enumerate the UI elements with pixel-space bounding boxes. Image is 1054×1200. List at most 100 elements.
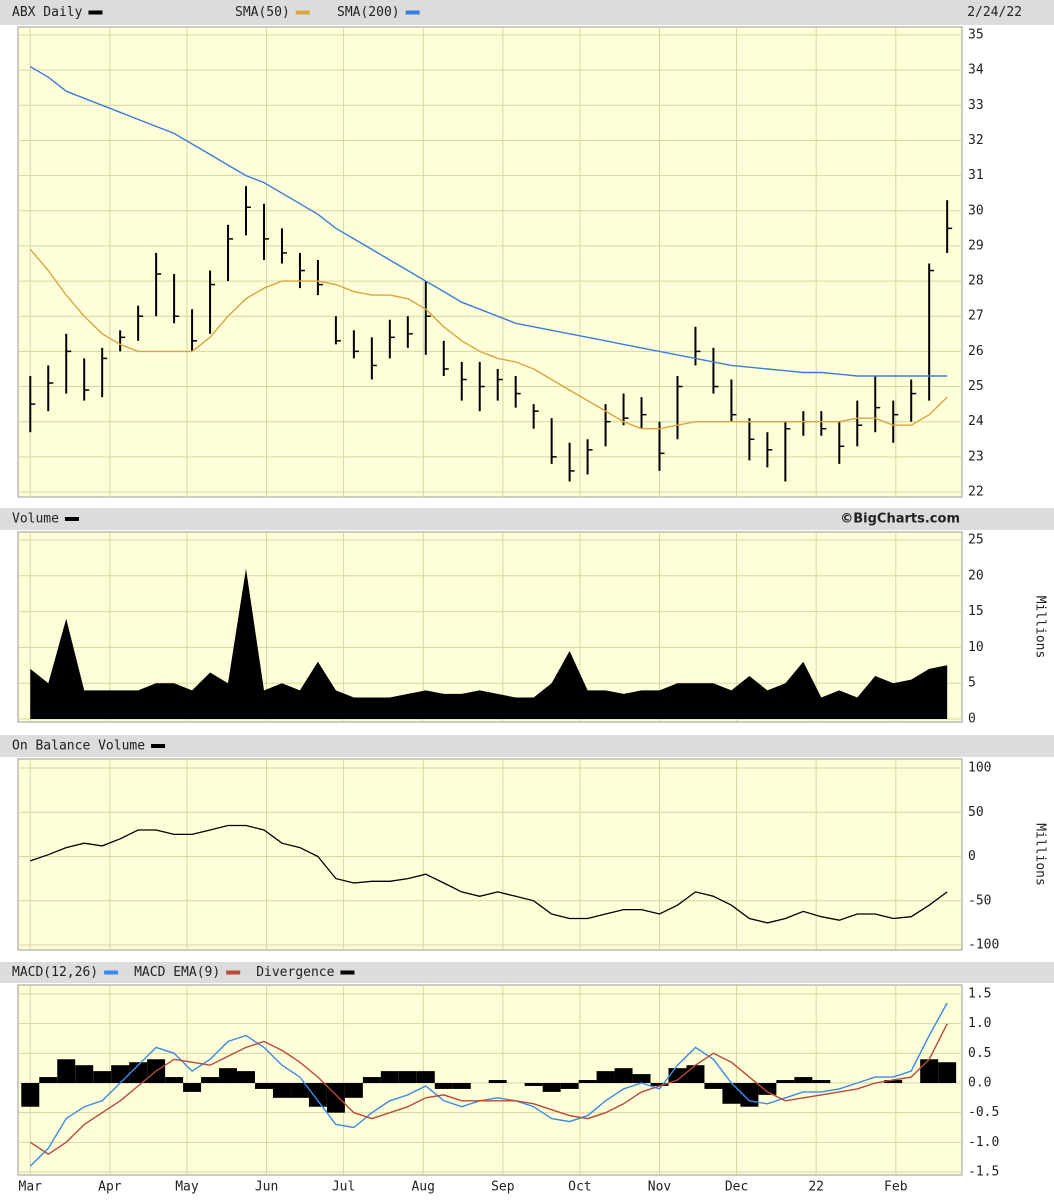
plot-area — [17, 758, 963, 951]
y-tick-label: 34 — [968, 63, 984, 78]
legend-label: On Balance Volume — [12, 739, 145, 754]
divergence-bar — [560, 1083, 579, 1089]
legend-swatch — [64, 517, 79, 521]
legend-label: MACD(12,26) — [12, 965, 98, 980]
y-tick-label: 0 — [968, 712, 976, 727]
divergence-bar — [920, 1059, 939, 1083]
divergence-bar — [255, 1083, 273, 1089]
x-tick-label: Dec — [725, 1180, 748, 1195]
divergence-bar — [794, 1077, 813, 1083]
divergence-bar — [272, 1083, 291, 1098]
x-tick-label: Aug — [411, 1180, 434, 1195]
y-tick-label: 33 — [968, 98, 984, 113]
y-tick-label: 32 — [968, 133, 984, 148]
x-tick-label: Feb — [884, 1180, 908, 1195]
divergence-bar — [758, 1083, 777, 1095]
divergence-bar — [434, 1083, 453, 1089]
divergence-bar — [290, 1083, 309, 1098]
legend-swatch — [88, 10, 103, 15]
divergence-bar — [237, 1071, 255, 1083]
divergence-bar — [39, 1077, 58, 1083]
y-tick-label: -50 — [968, 893, 991, 908]
y-tick-label: 100 — [968, 761, 991, 776]
divergence-bar — [704, 1083, 723, 1089]
divergence-bar — [578, 1080, 597, 1083]
divergence-bar — [650, 1083, 669, 1086]
divergence-bar — [362, 1077, 381, 1083]
y-tick-label: 0.5 — [968, 1046, 991, 1061]
legend-label: MACD EMA(9) — [134, 965, 220, 980]
divergence-bar — [488, 1080, 507, 1083]
panel-header — [0, 0, 1054, 25]
legend-swatch — [340, 970, 355, 975]
y-tick-label: 25 — [968, 379, 984, 394]
date-label: 2/24/22 — [967, 5, 1022, 20]
x-tick-label: Jun — [255, 1180, 278, 1195]
y-tick-label: 50 — [968, 805, 984, 820]
y-tick-label: 1.5 — [968, 987, 991, 1002]
y-tick-label: 10 — [968, 640, 984, 655]
divergence-bar — [308, 1083, 327, 1107]
x-tick-label: Oct — [568, 1180, 591, 1195]
y-tick-label: 31 — [968, 168, 984, 183]
y-tick-label: 0 — [968, 849, 976, 864]
divergence-bar — [596, 1071, 615, 1083]
x-tick-label: Nov — [648, 1180, 672, 1195]
x-tick-label: Jul — [332, 1180, 355, 1195]
x-tick-label: Mar — [19, 1180, 43, 1195]
divergence-bar — [686, 1065, 705, 1083]
divergence-bar — [524, 1083, 543, 1086]
y-tick-label: 22 — [968, 485, 984, 500]
x-tick-label: May — [175, 1180, 199, 1195]
divergence-bar — [884, 1080, 903, 1083]
y-tick-label: 26 — [968, 344, 984, 359]
divergence-bar — [219, 1068, 238, 1083]
divergence-bar — [344, 1083, 363, 1098]
divergence-bar — [129, 1062, 148, 1083]
legend-swatch — [151, 744, 166, 748]
divergence-bar — [452, 1083, 471, 1089]
panel-header — [0, 735, 1054, 757]
divergence-bar — [632, 1074, 651, 1083]
y-tick-label: 29 — [968, 238, 984, 253]
divergence-bar — [165, 1077, 184, 1083]
divergence-bar — [722, 1083, 741, 1104]
legend-label: SMA(200) — [337, 5, 400, 20]
y-tick-label: 30 — [968, 203, 984, 218]
y-tick-label: 35 — [968, 28, 984, 43]
divergence-bar — [776, 1080, 795, 1083]
obv-line — [30, 824, 948, 924]
y-tick-label: -100 — [968, 938, 999, 953]
divergence-bar — [326, 1083, 345, 1113]
y-tick-label: 1.0 — [968, 1016, 991, 1031]
legend-label: ABX Daily — [12, 5, 83, 20]
divergence-bar — [111, 1065, 130, 1083]
divergence-bar — [398, 1071, 417, 1083]
y-tick-label: 15 — [968, 604, 984, 619]
volume-area — [30, 568, 948, 719]
sma-line — [29, 248, 948, 430]
legend-label: Divergence — [256, 965, 334, 980]
divergence-bar — [21, 1083, 40, 1107]
y-tick-label: 24 — [968, 414, 984, 429]
y-tick-label: 23 — [968, 449, 984, 464]
divergence-bar — [812, 1080, 831, 1083]
legend-swatch — [226, 970, 241, 975]
y-tick-label: 20 — [968, 568, 984, 583]
y-axis-label: Millions — [1033, 596, 1048, 659]
x-tick-label: Sep — [491, 1180, 515, 1195]
legend-swatch — [295, 10, 310, 15]
y-tick-label: -1.5 — [968, 1165, 999, 1180]
x-tick-label: Apr — [98, 1180, 122, 1195]
divergence-bar — [93, 1071, 112, 1083]
y-tick-label: -1.0 — [968, 1135, 999, 1150]
legend-label: Volume — [12, 512, 59, 527]
divergence-bar — [183, 1083, 202, 1092]
divergence-bar — [542, 1083, 561, 1092]
divergence-bar — [938, 1062, 957, 1083]
y-tick-label: 27 — [968, 309, 984, 324]
divergence-bar — [416, 1071, 435, 1083]
divergence-bar — [380, 1071, 399, 1083]
divergence-bar — [201, 1077, 220, 1083]
